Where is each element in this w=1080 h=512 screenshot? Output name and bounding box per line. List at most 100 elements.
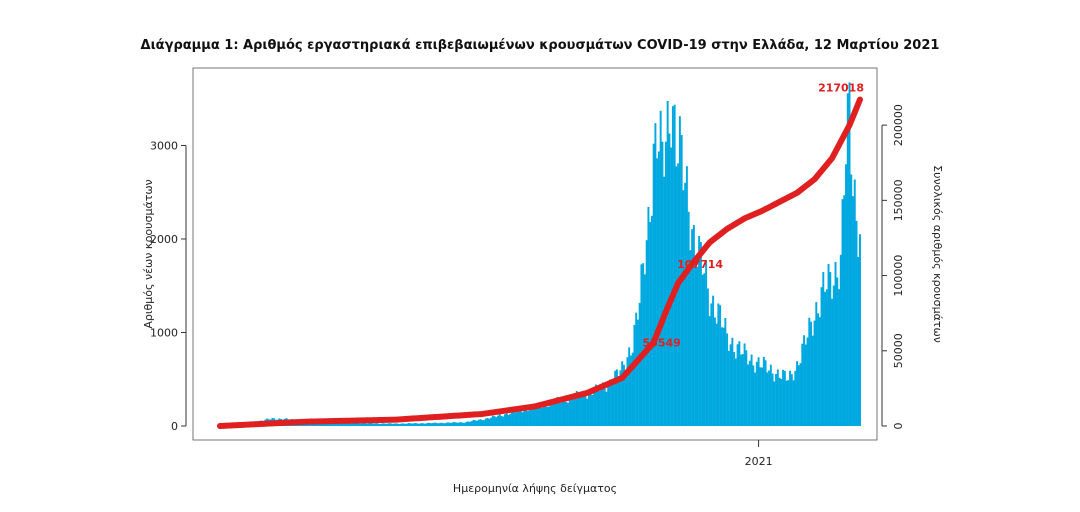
bar-day-216: [596, 385, 599, 426]
bar-day-231: [622, 364, 625, 426]
bar-day-234: [628, 347, 631, 426]
bar-day-119: [427, 422, 430, 426]
bar-day-125: [437, 423, 440, 426]
bar-day-333: [801, 343, 804, 426]
bar-day-313: [766, 372, 769, 426]
bar-day-122: [432, 422, 435, 426]
bar-day-103: [399, 423, 402, 426]
bar-day-152: [484, 418, 487, 426]
bar-day-196: [561, 399, 564, 426]
bar-day-71: [343, 422, 346, 426]
bar-day-80: [358, 423, 361, 426]
bar-day-311: [762, 356, 765, 426]
bar-day-108: [407, 423, 410, 426]
bar-day-350: [831, 298, 833, 426]
bar-day-297: [738, 341, 741, 426]
bar-day-360: [848, 82, 851, 426]
bar-day-95: [385, 423, 388, 426]
bar-day-78: [355, 422, 358, 426]
bar-day-190: [551, 400, 554, 426]
bar-day-285: [717, 303, 720, 426]
bar-day-317: [773, 381, 776, 426]
bar-day-365: [857, 256, 860, 426]
bar-day-338: [810, 321, 813, 426]
bar-day-262: [677, 163, 680, 426]
bar-day-274: [698, 236, 701, 426]
bar-day-155: [490, 417, 493, 426]
bar-day-308: [757, 357, 760, 426]
bar-day-326: [789, 370, 792, 426]
bar-day-133: [451, 422, 454, 426]
bar-day-266: [684, 182, 687, 426]
bar-day-270: [691, 229, 694, 426]
bar-day-351: [832, 285, 835, 426]
bar-day-74: [348, 422, 351, 426]
bar-day-229: [619, 370, 622, 426]
bar-day-319: [776, 369, 779, 426]
bar-day-273: [696, 266, 699, 426]
bar-day-223: [608, 379, 611, 426]
bar-day-177: [528, 410, 531, 426]
y2-tick-label: 50000: [892, 333, 905, 368]
bar-day-142: [467, 421, 470, 426]
y2-tick-label: 150000: [892, 179, 905, 221]
bar-day-343: [818, 317, 821, 426]
bar-day-334: [803, 335, 806, 426]
bar-day-255: [664, 141, 667, 426]
bar-day-233: [626, 357, 629, 426]
bar-day-209: [584, 396, 587, 426]
bar-day-224: [610, 385, 613, 426]
bar-day-241: [640, 264, 643, 426]
bar-day-363: [853, 179, 856, 426]
bar-day-75: [350, 422, 353, 426]
bar-day-306: [754, 372, 757, 426]
bar-day-69: [339, 423, 342, 426]
bar-day-280: [708, 316, 711, 426]
bar-day-72: [344, 422, 347, 426]
bar-day-107: [406, 423, 409, 426]
bar-day-73: [346, 423, 349, 426]
bar-day-194: [558, 399, 561, 426]
bar-day-77: [353, 423, 356, 426]
bar-day-68: [337, 422, 340, 426]
bar-day-110: [411, 423, 414, 426]
bar-day-253: [661, 141, 664, 427]
bar-day-65: [332, 422, 335, 426]
bar-day-115: [420, 423, 423, 426]
annotations: 55549 107714 217018: [643, 82, 864, 350]
bar-day-135: [455, 422, 458, 426]
bar-day-79: [357, 423, 360, 426]
bar-day-138: [460, 422, 463, 426]
bar-day-128: [442, 423, 445, 426]
bar-day-195: [560, 402, 562, 426]
bar-day-215: [594, 384, 597, 426]
bar-day-120: [428, 423, 431, 426]
annotation-217018: 217018: [818, 82, 864, 95]
bar-day-117: [423, 423, 426, 426]
bar-day-163: [504, 414, 506, 426]
bar-day-146: [474, 420, 477, 426]
bar-day-226: [614, 370, 617, 426]
bar-day-352: [834, 261, 837, 426]
bar-day-267: [685, 166, 688, 426]
x-axis-label: Ημερομηνία λήψης δείγματος: [453, 482, 617, 495]
bar-day-275: [699, 242, 702, 426]
bar-day-219: [601, 382, 604, 426]
bar-day-303: [748, 360, 751, 426]
bar-day-246: [649, 221, 652, 426]
bar-day-261: [675, 166, 678, 427]
bar-day-191: [553, 403, 555, 426]
bar-day-304: [750, 354, 753, 426]
bar-day-287: [720, 327, 723, 426]
daily-cases-bars: [219, 82, 861, 427]
bar-day-105: [402, 423, 405, 426]
bar-day-339: [811, 335, 814, 426]
bar-day-116: [421, 423, 424, 426]
bar-day-187: [546, 406, 548, 426]
cumulative-series-line: [217, 96, 863, 429]
bar-day-269: [689, 250, 692, 426]
bar-day-201: [570, 395, 573, 426]
bar-day-296: [736, 344, 739, 426]
bar-day-240: [638, 302, 641, 426]
bar-day-340: [813, 320, 816, 426]
